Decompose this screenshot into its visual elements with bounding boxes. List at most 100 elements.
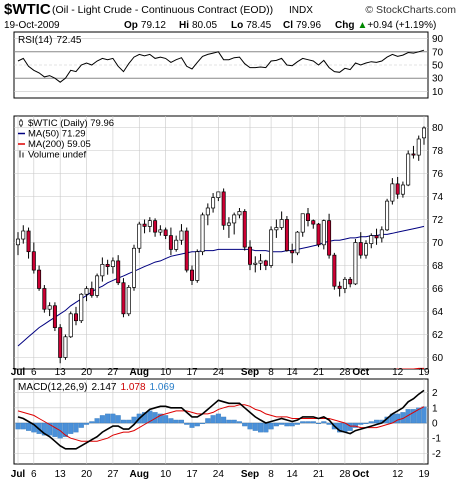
legend-volume-icon	[22, 152, 24, 158]
candle-down	[337, 285, 342, 289]
candle-down	[374, 235, 379, 239]
candle-up	[84, 288, 89, 295]
candle-up	[295, 231, 300, 254]
price-ticks: 80 78 76 74 72 70 68 66 64 62 60	[432, 123, 444, 364]
candle-down	[242, 211, 247, 248]
rsi-tick-label: 70	[432, 47, 444, 58]
histogram-bar	[110, 413, 116, 424]
symbol: $WTIC	[4, 1, 51, 18]
histogram-bar	[410, 409, 416, 424]
candle-up	[422, 127, 426, 139]
rsi-tick-label: 10	[432, 87, 444, 98]
candle-up	[211, 197, 216, 209]
histogram-bar	[115, 415, 121, 424]
histogram-bar	[289, 422, 295, 427]
histogram-bar	[226, 419, 232, 424]
x-tick-label: 24	[213, 367, 225, 378]
histogram-bar	[184, 422, 190, 425]
histogram-bar	[205, 418, 211, 424]
histogram-bar	[221, 416, 227, 424]
candle-up	[68, 313, 73, 338]
histogram-bar	[15, 422, 21, 430]
histogram-bar	[300, 421, 306, 424]
exchange: INDX	[289, 5, 313, 16]
histogram-bar	[105, 413, 111, 424]
x-tick-label: 8	[268, 367, 274, 378]
candles	[16, 126, 426, 364]
histogram-bar	[215, 413, 221, 424]
candle-up	[406, 153, 411, 186]
quote-open: Op 79.12	[124, 20, 166, 31]
x-tick-label: 28	[339, 469, 351, 480]
x-tick-label: 8	[268, 469, 274, 480]
candle-up	[205, 207, 210, 216]
candle-up	[379, 229, 384, 239]
price-tick-label: 74	[432, 192, 444, 203]
macd-frame	[13, 378, 429, 465]
macd-tick-label: 2	[432, 388, 438, 399]
candle-up	[63, 336, 68, 358]
histogram-bar	[62, 422, 68, 437]
candle-up	[95, 275, 100, 296]
candle-up	[126, 287, 131, 315]
histogram-bar	[358, 422, 364, 425]
candle-up	[300, 213, 305, 233]
price-tick-label: 72	[432, 215, 444, 226]
histogram-bar	[316, 422, 322, 424]
price-tick-label: 60	[432, 353, 444, 364]
histogram-bar	[89, 421, 95, 424]
legend-entry: Volume undef	[28, 150, 86, 161]
histogram-bar	[163, 415, 169, 424]
macd-histogram	[15, 406, 427, 439]
x-tick-label: Aug	[130, 367, 149, 378]
candle-down	[142, 223, 147, 227]
candle-down	[311, 220, 316, 225]
histogram-bar	[326, 422, 332, 425]
candle-up	[321, 220, 326, 246]
histogram-bar	[189, 422, 195, 428]
histogram-bar	[20, 422, 26, 430]
candle-up	[274, 227, 279, 231]
candle-up	[416, 138, 421, 156]
histogram-bar	[310, 421, 316, 424]
x-tick-label: 6	[31, 367, 37, 378]
price-panel: 80 78 76 74 72 70 68 66 64 62 60 $WTIC (Daily) 79.…	[13, 115, 444, 370]
rsi-tick-label: 50	[432, 61, 444, 72]
x-tick-label: 12	[392, 367, 404, 378]
x-tick-label: 14	[287, 367, 299, 378]
histogram-bar	[258, 422, 264, 433]
x-tick-label: Aug	[130, 469, 149, 480]
candle-down	[37, 269, 42, 289]
x-tick-label: 13	[55, 469, 67, 480]
signal-line	[17, 404, 425, 442]
histogram-bar	[168, 418, 174, 424]
candle-up	[79, 293, 84, 322]
histogram-bar	[231, 419, 237, 424]
x-tick-label: 24	[213, 469, 225, 480]
histogram-bar	[352, 422, 358, 428]
histogram-bar	[120, 419, 126, 424]
x-tick-label: 19	[418, 469, 430, 480]
x-tick-label: 21	[313, 367, 325, 378]
ma50-line	[17, 225, 425, 347]
price-tick-label: 80	[432, 123, 444, 134]
rsi-label: RSI(14) 72.45	[18, 35, 82, 46]
x-tick-label: 19	[418, 367, 430, 378]
x-axis-labels-bottom: Jul 6 13 20 27 Aug 10 17 24 Sep 8 14 21 28 Oct 12 19	[11, 469, 430, 480]
x-tick-label: 27	[107, 469, 119, 480]
candle-up	[237, 211, 242, 216]
candle-up	[226, 222, 231, 226]
candle-up	[253, 262, 258, 265]
candle-down	[395, 183, 400, 195]
candle-down	[31, 251, 36, 271]
histogram-bar	[84, 422, 90, 425]
candle-up	[400, 184, 405, 195]
quote-date: 19-Oct-2009	[4, 20, 60, 31]
candle-up	[369, 235, 374, 245]
histogram-bar	[173, 419, 179, 424]
histogram-bar	[236, 421, 242, 424]
chart-header: $WTIC (Oil - Light Crude - Continuous Co…	[4, 1, 456, 31]
candle-down	[26, 230, 31, 253]
histogram-bar	[368, 421, 374, 424]
histogram-bar	[305, 421, 311, 424]
